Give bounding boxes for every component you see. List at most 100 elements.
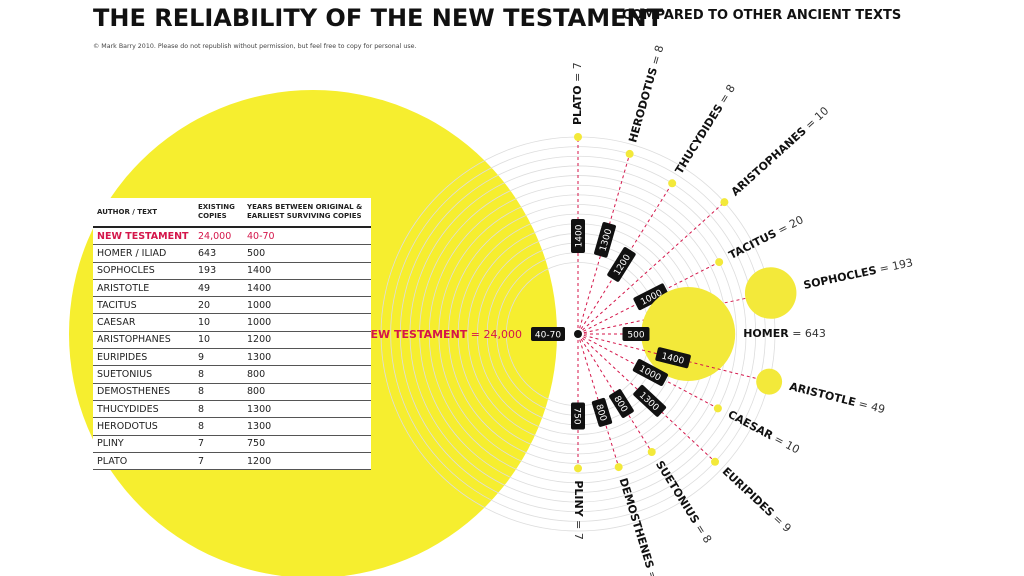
years-badge-label: 800 bbox=[593, 403, 608, 423]
copyright-note: © Mark Barry 2010. Please do not republi… bbox=[93, 43, 417, 50]
years-badge-bg bbox=[607, 247, 636, 282]
item-label: HERODOTUS = 8 bbox=[626, 44, 666, 144]
table-row: TACITUS 20 1000 bbox=[93, 297, 371, 315]
copies-bubble bbox=[720, 198, 729, 207]
cell-author: TACITUS bbox=[97, 299, 137, 311]
table-row: SOPHOCLES 193 1400 bbox=[93, 263, 371, 280]
years-badge: 750 bbox=[571, 402, 585, 430]
center-years-badge: 40-70 bbox=[531, 327, 565, 341]
item-label: THUCYDIDES = 8 bbox=[673, 82, 738, 176]
copies-bubble bbox=[744, 267, 797, 319]
item-label: SOPHOCLES = 193 bbox=[802, 256, 914, 292]
cell-years: 1300 bbox=[247, 420, 272, 432]
cell-copies: 7 bbox=[198, 438, 205, 450]
cell-copies: 24,000 bbox=[198, 230, 232, 242]
cell-years: 1300 bbox=[247, 351, 272, 363]
page-title: THE RELIABILITY OF THE NEW TESTAMENT bbox=[93, 4, 663, 32]
cell-copies: 8 bbox=[198, 403, 205, 415]
years-badge-bg bbox=[571, 219, 585, 253]
table-row: ARISTOTLE 49 1400 bbox=[93, 280, 371, 298]
data-table: AUTHOR / TEXT EXISTING COPIES YEARS BETW… bbox=[93, 198, 371, 471]
years-badge-label: 1400 bbox=[575, 224, 585, 247]
years-badge: 800 bbox=[591, 397, 613, 427]
table-row: THUCYDIDES 8 1300 bbox=[93, 401, 371, 419]
item-label: ARISTOPHANES = 10 bbox=[729, 104, 832, 198]
copies-bubble bbox=[625, 149, 634, 158]
cell-author: NEW TESTAMENT bbox=[97, 230, 189, 242]
center-years-badge-bg bbox=[531, 327, 565, 341]
years-badge-bg bbox=[594, 221, 616, 258]
table-row: NEW TESTAMENT 24,000 40-70 bbox=[93, 228, 371, 246]
item-label: CAESAR = 10 bbox=[726, 408, 802, 457]
table-row: PLATO 7 1200 bbox=[93, 453, 371, 471]
scale-ring bbox=[399, 155, 757, 513]
table-row: HOMER / ILIAD 643 500 bbox=[93, 245, 371, 263]
cell-copies: 8 bbox=[198, 386, 205, 398]
years-badge-label: 500 bbox=[627, 331, 644, 341]
cell-years: 1200 bbox=[247, 334, 272, 346]
cell-years: 1200 bbox=[247, 455, 272, 467]
table-row: SUETONIUS 8 800 bbox=[93, 366, 371, 384]
header-author: AUTHOR / TEXT bbox=[97, 207, 158, 216]
years-badge: 1400 bbox=[571, 219, 585, 253]
copies-bubble bbox=[614, 463, 623, 472]
cell-copies: 193 bbox=[198, 265, 217, 277]
table-header: AUTHOR / TEXT EXISTING COPIES YEARS BETW… bbox=[93, 198, 371, 228]
item-label: EURIPIDES = 9 bbox=[720, 465, 794, 535]
years-badge-bg bbox=[591, 397, 613, 427]
copies-bubble bbox=[574, 133, 582, 141]
cell-author: HOMER / ILIAD bbox=[97, 247, 167, 259]
center-years-label: 40-70 bbox=[535, 331, 561, 341]
header-years: YEARS BETWEEN ORIGINAL & EARLIEST SURVIV… bbox=[247, 203, 363, 220]
cell-author: ARISTOPHANES bbox=[97, 334, 171, 346]
spoke-line bbox=[577, 153, 631, 335]
copies-bubble bbox=[574, 464, 582, 473]
cell-copies: 8 bbox=[198, 369, 205, 381]
years-badge-bg bbox=[571, 402, 585, 430]
table-body: NEW TESTAMENT 24,000 40-70 HOMER / ILIAD 643… bbox=[93, 228, 371, 471]
years-badge-bg bbox=[622, 327, 650, 341]
cell-years: 1000 bbox=[247, 317, 272, 329]
cell-years: 1400 bbox=[247, 282, 272, 294]
cell-author: SUETONIUS bbox=[97, 369, 153, 381]
cell-years: 750 bbox=[247, 438, 266, 450]
table-row: ARISTOPHANES 10 1200 bbox=[93, 332, 371, 350]
item-label: PLATO = 7 bbox=[571, 62, 584, 125]
page-subtitle: COMPARED TO OTHER ANCIENT TEXTS bbox=[622, 8, 902, 23]
copies-bubble bbox=[756, 368, 783, 395]
cell-copies: 7 bbox=[198, 455, 205, 467]
years-badge: 1200 bbox=[607, 247, 636, 282]
years-badge: 500 bbox=[622, 327, 650, 341]
years-badge: 800 bbox=[609, 389, 634, 418]
center-dot bbox=[574, 330, 582, 338]
table-row: EURIPIDES 9 1300 bbox=[93, 349, 371, 367]
years-badge-bg bbox=[632, 359, 668, 386]
table-row: DEMOSTHENES 8 800 bbox=[93, 384, 371, 401]
copies-bubble bbox=[647, 447, 656, 456]
years-badge-bg bbox=[609, 389, 634, 418]
item-label: DEMOSTHENES = 8 bbox=[616, 476, 663, 576]
cell-author: SOPHOCLES bbox=[97, 265, 155, 277]
cell-author: PLATO bbox=[97, 455, 128, 467]
spoke-line bbox=[577, 201, 725, 335]
cell-copies: 49 bbox=[198, 282, 211, 294]
cell-author: EURIPIDES bbox=[97, 351, 148, 363]
spoke-line bbox=[577, 333, 653, 453]
copies-bubble bbox=[711, 457, 720, 466]
table-row: HERODOTUS 8 1300 bbox=[93, 418, 371, 436]
cell-copies: 20 bbox=[198, 299, 211, 311]
cell-author: PLINY bbox=[97, 438, 124, 450]
cell-years: 1000 bbox=[247, 299, 272, 311]
cell-author: THUCYDIDES bbox=[97, 403, 159, 415]
years-badge-bg bbox=[633, 384, 667, 417]
cell-copies: 10 bbox=[198, 317, 211, 329]
cell-copies: 10 bbox=[198, 334, 211, 346]
years-badge-bg bbox=[655, 347, 691, 369]
item-label: HOMER = 643 bbox=[743, 327, 826, 340]
copies-bubble bbox=[668, 179, 677, 188]
item-label: PLINY = 7 bbox=[572, 480, 585, 540]
copies-bubble bbox=[713, 404, 722, 413]
cell-years: 800 bbox=[247, 369, 266, 381]
years-badge-bg bbox=[633, 283, 669, 311]
cell-years: 1300 bbox=[247, 403, 272, 415]
